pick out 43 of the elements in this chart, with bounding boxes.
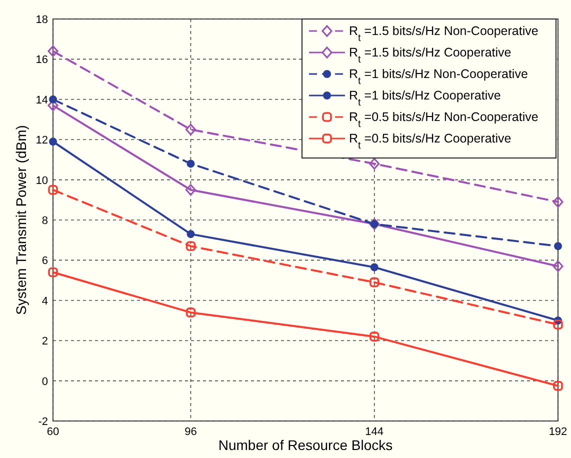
point [553,320,563,330]
y-tick-label: 6 [42,255,48,268]
y-tick-label: 10 [36,174,48,187]
point [186,230,195,238]
y-tick-label: 4 [42,295,48,308]
legend-label: R$_{t}$ =0.5 bits/s/Hz Cooperative [349,132,512,151]
point [48,45,58,57]
y-tick-label: -2 [38,416,48,428]
x-tick-label: 60 [46,426,60,438]
point [554,242,562,250]
point [552,260,564,272]
point [553,380,563,391]
legend-label: R$_{t}$ =1 bits/s/Hz Non-Cooperative [349,67,528,86]
legend-label: R$_{t}$ =0.5 bits/s/Hz Non-Cooperative [349,110,538,130]
point [369,332,380,342]
y-axis-title: System Transmit Power (dBm) [13,125,29,315]
y-tick-label: 8 [42,215,48,227]
point [49,95,57,104]
y-tick-label: 16 [36,54,48,66]
y-tick-label: 12 [36,134,48,147]
legend-label: R$_{t}$ =1 bits/s/Hz Cooperative [349,88,501,108]
x-axis-title: Number of Resource Blocks [218,437,393,453]
legend-label: R$_{t}$ =1.5 bits/s/Hz Cooperative [349,46,512,65]
y-tick-label: 0 [42,376,48,388]
x-tick-label: 144 [365,426,384,438]
y-tick-label: 18 [36,14,48,26]
point [186,308,196,318]
x-tick-label: 96 [184,426,197,438]
point [370,263,378,272]
point [48,267,58,278]
x-tick-label: 192 [548,426,568,438]
point [185,184,196,196]
point [186,160,195,168]
y-tick-label: 2 [42,336,48,348]
point [552,196,564,208]
point [185,124,196,136]
point [186,241,196,252]
point [49,138,57,146]
point [48,184,58,195]
legend-label: R$_{t}$ =1.5 bits/s/Hz Non-Cooperative [349,24,538,44]
point [369,158,380,170]
point [369,277,380,288]
y-tick-label: 14 [36,94,48,106]
